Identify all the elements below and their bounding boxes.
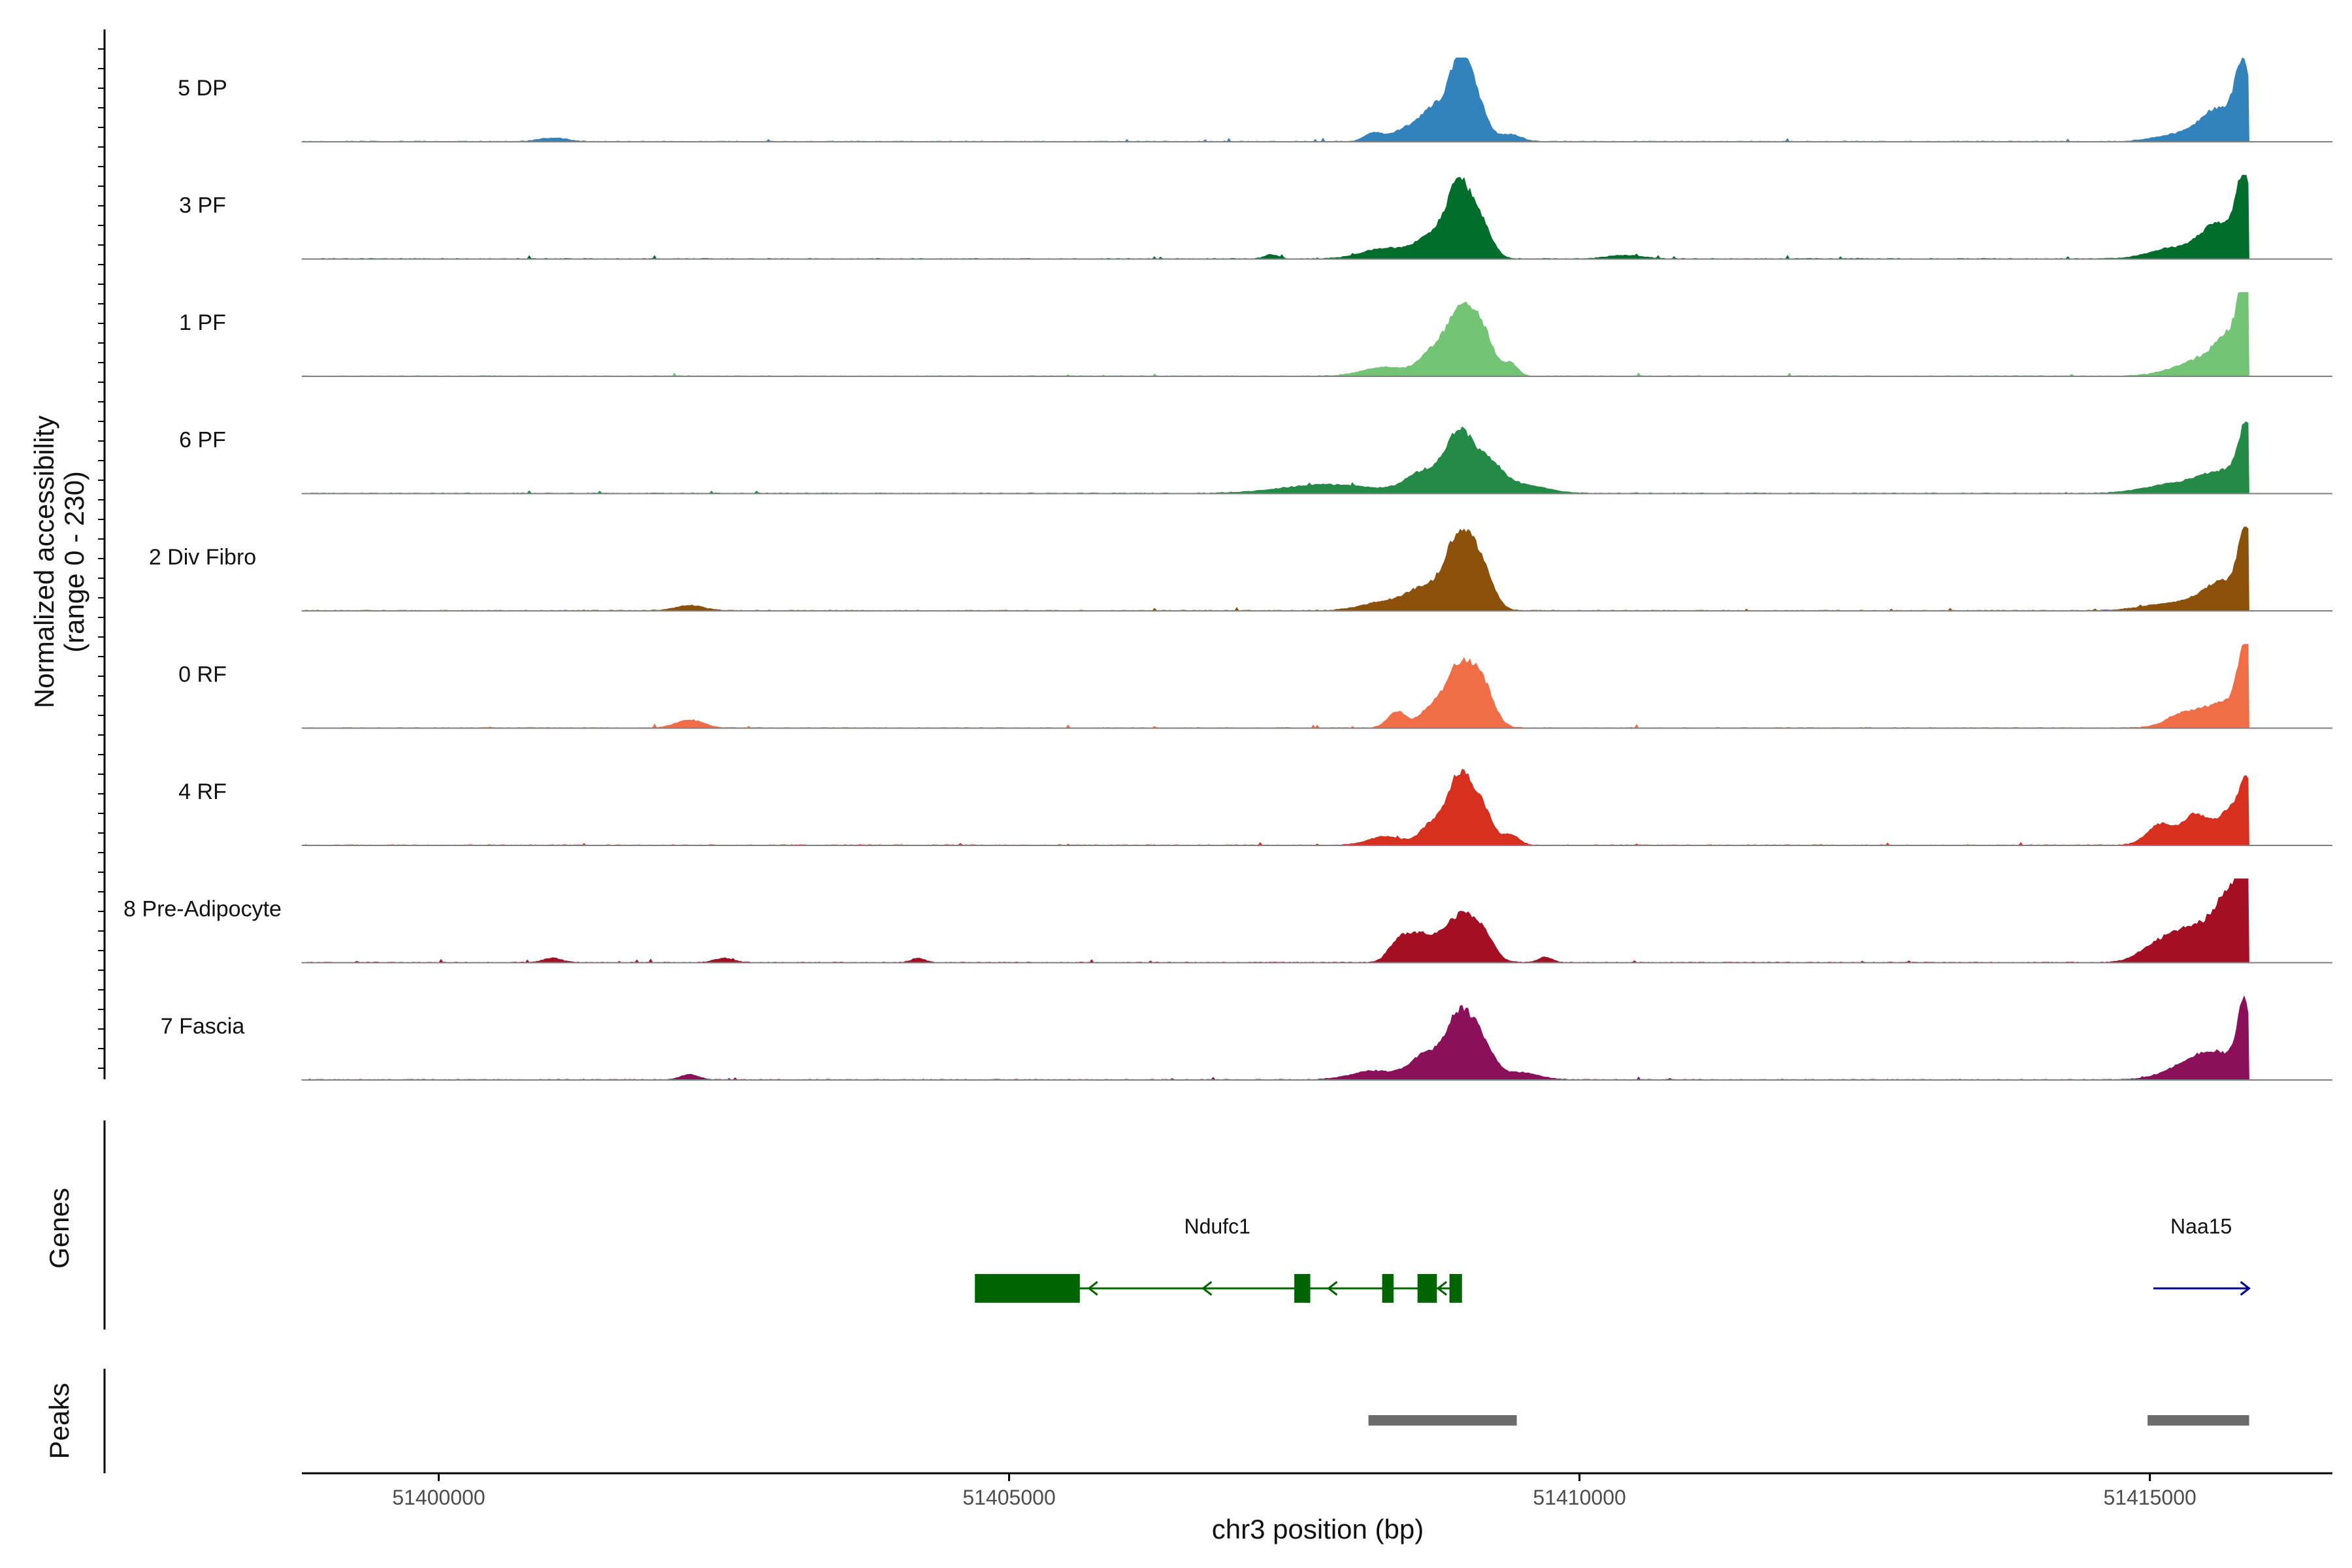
genes-track-title: Genes [44, 1188, 74, 1269]
gene-exon [1382, 1274, 1394, 1303]
track-label: 1 PF [179, 310, 226, 335]
coverage-area [301, 57, 2249, 142]
track-label: 3 PF [179, 193, 226, 218]
x-tick-label: 51415000 [2103, 1486, 2196, 1509]
strand-arrow [2240, 1281, 2251, 1296]
coverage-area [301, 995, 2249, 1081]
x-tick-label: 51400000 [392, 1486, 485, 1509]
coverage-area [301, 292, 2249, 377]
peaks-track-title: Peaks [44, 1383, 74, 1460]
track-5-dp: 5 DP [178, 57, 2332, 142]
gene-exon [1449, 1274, 1462, 1303]
track-label: 8 Pre-Adipocyte [123, 897, 282, 922]
gene-label: Ndufc1 [1184, 1215, 1250, 1238]
strand-arrow [1436, 1281, 1447, 1296]
gene-label: Naa15 [2170, 1215, 2232, 1238]
peaks-track [1368, 1415, 2249, 1426]
gene-naa15: Naa15 [2153, 1215, 2251, 1296]
gene-exon [975, 1274, 1080, 1303]
peak-region-bar [1368, 1415, 1517, 1426]
track-2-div-fibro: 2 Div Fibro [149, 527, 2332, 612]
strand-arrow [1087, 1281, 1098, 1296]
x-tick-label: 51410000 [1533, 1486, 1625, 1509]
peak-region-bar [2148, 1415, 2249, 1426]
gene-ndufc1: Ndufc1 [975, 1215, 1462, 1303]
coverage-area [301, 174, 2249, 259]
strand-arrow [1201, 1281, 1213, 1296]
track-3-pf: 3 PF [179, 174, 2332, 260]
coverage-area [301, 768, 2249, 846]
track-4-rf: 4 RF [178, 768, 2332, 846]
track-8-pre-adipocyte: 8 Pre-Adipocyte [123, 878, 2332, 964]
track-1-pf: 1 PF [179, 292, 2332, 377]
x-axis-title: chr3 position (bp) [1212, 1514, 1424, 1544]
track-label: 5 DP [178, 76, 227, 101]
x-tick-label: 51405000 [962, 1486, 1055, 1509]
track-label: 4 RF [178, 779, 227, 804]
track-label: 0 RF [178, 662, 227, 687]
coverage-area [301, 527, 2249, 612]
position-x-axis: 51400000 51405000 51410000 51415000 [302, 1472, 2332, 1509]
track-0-rf: 0 RF [178, 644, 2332, 729]
coverage-area [301, 644, 2249, 728]
coverage-area [301, 421, 2249, 494]
track-6-pf: 6 PF [179, 421, 2332, 495]
track-7-fascia: 7 Fascia [161, 995, 2332, 1081]
strand-arrow [1326, 1281, 1338, 1296]
track-label: 2 Div Fibro [149, 545, 256, 570]
coverage-area [301, 878, 2249, 963]
track-label: 7 Fascia [161, 1014, 245, 1039]
gene-exon [1294, 1274, 1311, 1303]
coverage-tracks: 5 DP 3 PF 1 PF 6 PF 2 Div Fibro 0 RF 4 RF 8 Pre… [123, 57, 2332, 1081]
gene-exon [1417, 1274, 1437, 1303]
accessibility-y-axis [98, 29, 106, 1079]
y-axis-title-line1: Normalized accessibility [29, 416, 59, 708]
track-label: 6 PF [179, 428, 226, 453]
genes-track: Ndufc1 Naa15 [975, 1215, 2251, 1303]
y-axis-title-line2: (range 0 - 230) [59, 471, 90, 653]
